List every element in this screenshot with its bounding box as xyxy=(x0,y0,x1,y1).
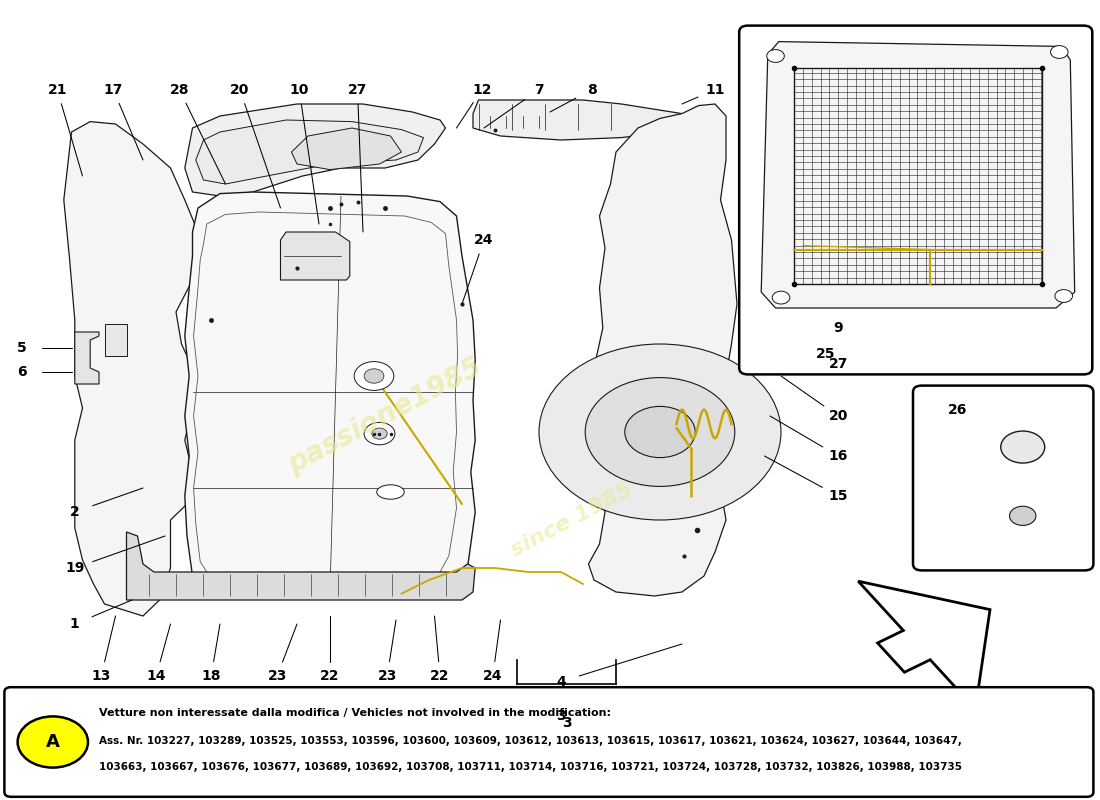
Text: 7: 7 xyxy=(535,82,543,97)
Polygon shape xyxy=(126,532,475,600)
Text: 27: 27 xyxy=(348,82,367,97)
Circle shape xyxy=(1055,290,1072,302)
Polygon shape xyxy=(588,104,737,596)
Text: passione1985: passione1985 xyxy=(283,353,487,479)
Text: 15: 15 xyxy=(828,489,848,503)
Text: 1: 1 xyxy=(70,617,79,631)
Text: since 1985: since 1985 xyxy=(508,479,636,561)
FancyBboxPatch shape xyxy=(4,687,1093,797)
Text: 21: 21 xyxy=(47,82,67,97)
Text: 28: 28 xyxy=(169,82,189,97)
Circle shape xyxy=(1001,431,1045,463)
Polygon shape xyxy=(104,324,126,356)
Circle shape xyxy=(364,369,384,383)
Text: 8: 8 xyxy=(587,82,596,97)
Polygon shape xyxy=(473,100,693,140)
Text: 22: 22 xyxy=(320,669,340,683)
Polygon shape xyxy=(64,122,198,616)
Text: 17: 17 xyxy=(103,82,123,97)
Text: 18: 18 xyxy=(201,669,221,683)
Text: 13: 13 xyxy=(91,669,111,683)
Text: 27: 27 xyxy=(828,357,848,371)
Text: 6: 6 xyxy=(18,365,26,379)
Text: 5: 5 xyxy=(18,341,26,355)
FancyBboxPatch shape xyxy=(913,386,1093,570)
Text: 11: 11 xyxy=(705,82,725,97)
Circle shape xyxy=(1010,506,1036,526)
Text: 16: 16 xyxy=(828,449,848,463)
Text: A: A xyxy=(46,733,59,751)
Circle shape xyxy=(772,291,790,304)
Polygon shape xyxy=(761,42,1075,308)
Text: 20: 20 xyxy=(230,82,250,97)
Text: Ass. Nr. 103227, 103289, 103525, 103553, 103596, 103600, 103609, 103612, 103613,: Ass. Nr. 103227, 103289, 103525, 103553,… xyxy=(99,736,961,746)
Text: 9: 9 xyxy=(834,321,843,335)
Polygon shape xyxy=(292,128,402,170)
Circle shape xyxy=(625,406,695,458)
Circle shape xyxy=(767,50,784,62)
Circle shape xyxy=(372,428,387,439)
Circle shape xyxy=(364,422,395,445)
Text: 23: 23 xyxy=(377,669,397,683)
Polygon shape xyxy=(185,104,446,196)
Text: 19: 19 xyxy=(65,561,85,575)
Text: 103663, 103667, 103676, 103677, 103689, 103692, 103708, 103711, 103714, 103716, : 103663, 103667, 103676, 103677, 103689, … xyxy=(99,762,962,773)
Text: 14: 14 xyxy=(146,669,166,683)
Polygon shape xyxy=(196,120,424,184)
Text: 20: 20 xyxy=(828,409,848,423)
Text: 2: 2 xyxy=(70,505,79,519)
Circle shape xyxy=(585,378,735,486)
Polygon shape xyxy=(858,581,990,709)
Text: 24: 24 xyxy=(474,233,494,247)
Text: 25: 25 xyxy=(816,346,836,361)
Text: Vetture non interessate dalla modifica / Vehicles not involved in the modificati: Vetture non interessate dalla modifica /… xyxy=(99,708,611,718)
Text: 22: 22 xyxy=(430,669,450,683)
Circle shape xyxy=(539,344,781,520)
FancyBboxPatch shape xyxy=(739,26,1092,374)
Text: 23: 23 xyxy=(267,669,287,683)
Polygon shape xyxy=(75,332,99,384)
Polygon shape xyxy=(185,192,475,594)
Text: 24: 24 xyxy=(483,669,503,683)
Bar xyxy=(794,68,1042,284)
Text: 10: 10 xyxy=(289,82,309,97)
Text: 12: 12 xyxy=(472,82,492,97)
Ellipse shape xyxy=(376,485,405,499)
Text: 4: 4 xyxy=(557,674,565,689)
Circle shape xyxy=(18,717,88,768)
Text: 3: 3 xyxy=(557,709,565,723)
Circle shape xyxy=(1050,46,1068,58)
Text: 26: 26 xyxy=(948,402,968,417)
Text: 3: 3 xyxy=(562,716,571,730)
Polygon shape xyxy=(280,232,350,280)
Circle shape xyxy=(354,362,394,390)
